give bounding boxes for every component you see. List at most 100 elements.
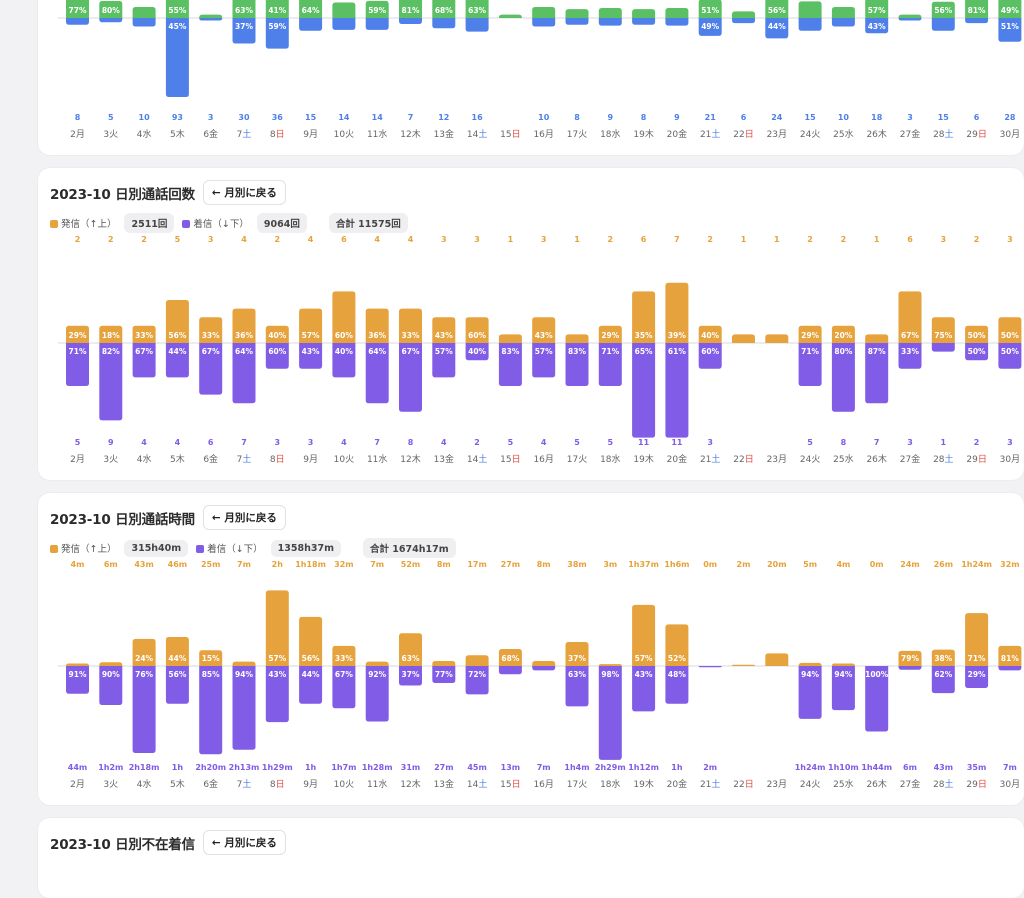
bar-incoming xyxy=(199,18,223,21)
day-number: 25 xyxy=(833,455,844,465)
pct-label-outgoing: 37% xyxy=(568,654,586,663)
bar-outgoing xyxy=(332,291,356,343)
bar-outgoing xyxy=(798,662,822,666)
chart-legend: 発信（↑上） 2511回 着信（↓下） 9064回 合計 11575回 xyxy=(50,213,408,233)
bar-outgoing xyxy=(665,282,689,343)
bar-incoming xyxy=(798,343,822,386)
bar-outgoing xyxy=(831,6,855,18)
day-label: 2月 xyxy=(70,129,85,140)
bar-outgoing xyxy=(565,9,589,18)
bottom-value-label: 28 xyxy=(1004,113,1016,122)
day-number: 28 xyxy=(933,130,945,140)
day-label: 26木 xyxy=(866,128,886,140)
weekday: 土 xyxy=(945,778,954,790)
bar-outgoing xyxy=(165,637,189,666)
bottom-value-label: 8 xyxy=(75,113,81,122)
bottom-value-label: 3 xyxy=(275,438,281,447)
pct-label-incoming: 44% xyxy=(768,22,786,31)
bar-outgoing xyxy=(66,0,89,18)
bar-outgoing xyxy=(498,648,522,666)
day-number: 13 xyxy=(434,455,445,465)
weekday: 金 xyxy=(209,453,218,465)
day-number: 5 xyxy=(170,130,176,140)
weekday: 水 xyxy=(378,453,387,465)
weekday: 木 xyxy=(412,778,421,790)
bar-outgoing xyxy=(365,308,389,343)
pct-label-outgoing: 57% xyxy=(635,654,653,663)
bottom-value-label: 15 xyxy=(305,113,317,122)
day-number: 11 xyxy=(367,780,378,790)
bar-incoming xyxy=(299,343,323,369)
day-label: 21土 xyxy=(700,778,720,790)
bottom-value-label: 8 xyxy=(841,438,847,447)
pct-label-outgoing: 81% xyxy=(968,6,986,15)
bottom-value-label: 3 xyxy=(208,113,214,122)
weekday: 火 xyxy=(109,454,118,465)
bar-outgoing xyxy=(665,8,689,18)
back-to-monthly-button[interactable]: ← 月別に戻る xyxy=(202,830,286,855)
bar-incoming xyxy=(998,666,1022,671)
day-label: 27金 xyxy=(900,128,920,140)
day-label: 28土 xyxy=(933,453,953,465)
day-label: 20金 xyxy=(667,128,687,140)
day-number: 27 xyxy=(900,780,911,790)
pct-label-incoming: 76% xyxy=(135,670,153,679)
day-number: 22 xyxy=(733,130,744,140)
pct-label-incoming: 62% xyxy=(934,670,952,679)
bottom-value-label: 5 xyxy=(807,438,813,447)
bar-outgoing xyxy=(532,317,556,343)
pct-label-incoming: 51% xyxy=(1001,22,1019,31)
top-value-label: 1h37m xyxy=(628,560,659,569)
day-label: 21土 xyxy=(700,453,720,465)
day-label: 19木 xyxy=(633,128,653,140)
weekday: 木 xyxy=(645,128,654,140)
bar-outgoing xyxy=(66,325,89,343)
day-label: 13金 xyxy=(434,778,454,790)
bar-incoming xyxy=(965,666,989,689)
back-to-monthly-button[interactable]: ← 月別に戻る xyxy=(202,180,286,205)
bar-incoming xyxy=(565,666,589,707)
day-label: 24火 xyxy=(800,779,820,790)
day-number: 26 xyxy=(866,130,878,140)
top-value-label: 20m xyxy=(767,560,786,569)
top-value-label: 1 xyxy=(574,235,580,244)
daily-duration-chart: 91% 90% 24% 76% 44% 56% 15% 85% 94% 57% 43% 56% 44% 3… xyxy=(58,560,1022,790)
outgoing-total: 315h40m xyxy=(124,539,189,557)
bottom-value-label: 4 xyxy=(175,438,181,447)
weekday: 月 xyxy=(309,129,318,140)
bar-outgoing xyxy=(632,291,656,343)
bottom-value-label: 15 xyxy=(805,113,817,122)
bar-incoming xyxy=(66,343,89,386)
weekday: 土 xyxy=(242,128,251,140)
day-number: 6 xyxy=(203,780,209,790)
bar-outgoing xyxy=(831,325,855,343)
bar-incoming xyxy=(66,18,89,25)
bottom-value-label: 7 xyxy=(874,438,880,447)
day-number: 12 xyxy=(400,780,411,790)
pct-label-outgoing: 33% xyxy=(335,654,353,663)
bottom-value-label: 1h10m xyxy=(828,763,859,772)
orange-square-icon xyxy=(50,545,58,553)
top-value-label: 4 xyxy=(408,235,414,244)
pct-label-outgoing: 36% xyxy=(235,331,253,340)
day-label: 29日 xyxy=(966,129,986,140)
day-number: 2 xyxy=(70,780,76,790)
bar-outgoing xyxy=(432,0,456,18)
top-value-label: 2 xyxy=(707,235,713,244)
bar-outgoing xyxy=(299,308,323,343)
day-number: 24 xyxy=(800,780,812,790)
bar-incoming xyxy=(931,343,955,352)
top-value-label: 7m xyxy=(237,560,251,569)
purple-square-icon xyxy=(196,545,205,553)
weekday: 日 xyxy=(745,779,754,790)
bar-incoming xyxy=(765,18,789,39)
weekday: 木 xyxy=(176,453,185,465)
top-value-label: 25m xyxy=(201,560,220,569)
day-number: 21 xyxy=(700,780,711,790)
bottom-value-label: 5 xyxy=(108,113,114,122)
bar-outgoing xyxy=(465,0,489,18)
pct-label-incoming: 63% xyxy=(568,670,586,679)
back-to-monthly-button[interactable]: ← 月別に戻る xyxy=(202,505,286,530)
bottom-value-label: 1h xyxy=(671,763,683,772)
bar-outgoing xyxy=(565,334,589,343)
